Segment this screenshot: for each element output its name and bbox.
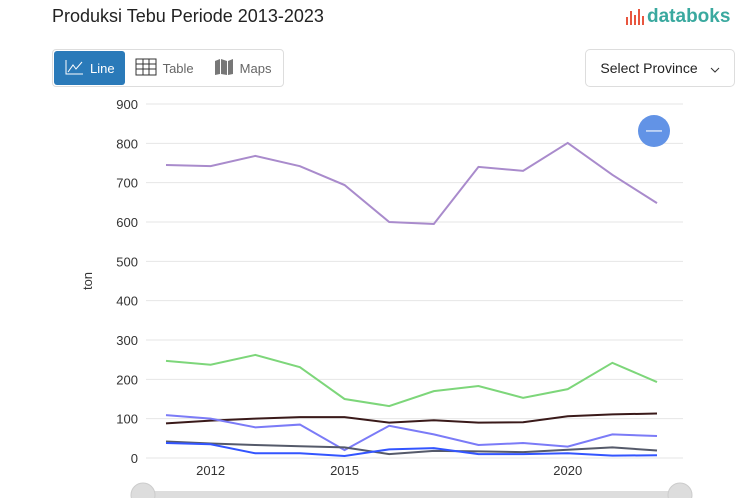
databoks-logo: databoks	[626, 6, 730, 28]
province-select[interactable]: Select Province	[585, 49, 735, 87]
y-tick-label: 900	[116, 97, 138, 112]
x-tick-label: 2015	[330, 463, 359, 478]
line-chart-icon	[64, 58, 84, 79]
series-line-1	[165, 353, 658, 408]
y-tick-label: 100	[116, 412, 138, 427]
chart-title: Produksi Tebu Periode 2013-2023	[52, 6, 324, 26]
reset-zoom-button[interactable]: —	[638, 115, 670, 147]
series-line-3	[165, 414, 658, 452]
y-axis-label: ton	[80, 272, 95, 290]
tab-table-label: Table	[162, 60, 194, 76]
series-line-4	[165, 440, 658, 456]
y-tick-label: 500	[116, 254, 138, 269]
series-line-2	[165, 412, 658, 425]
tab-maps[interactable]: Maps	[204, 51, 282, 85]
logo-text: databoks	[647, 6, 731, 27]
tab-line[interactable]: Line	[54, 51, 125, 85]
y-tick-label: 600	[116, 215, 138, 230]
tab-line-label: Line	[90, 60, 115, 76]
range-scrollbar[interactable]	[130, 482, 693, 498]
minus-icon: —	[646, 122, 662, 139]
y-tick-label: 400	[116, 294, 138, 309]
scrollbar-track[interactable]	[143, 491, 680, 498]
view-tabs: Line Table Maps	[52, 49, 284, 87]
scrollbar-right-handle[interactable]	[667, 482, 693, 498]
x-tick-label: 2012	[196, 463, 225, 478]
scrollbar-left-handle[interactable]	[130, 482, 156, 498]
series-line-5	[165, 442, 658, 458]
x-tick-label: 2020	[553, 463, 582, 478]
tab-table[interactable]: Table	[125, 51, 204, 85]
y-tick-label: 200	[116, 372, 138, 387]
y-tick-label: 700	[116, 176, 138, 191]
table-icon	[135, 58, 157, 79]
province-select-label: Select Province	[600, 60, 698, 76]
line-chart: 0 100 200 300 400 500 600 700 800 900 2012 2015 2020…	[80, 97, 693, 498]
logo-bars-icon	[626, 9, 644, 25]
map-icon	[214, 58, 234, 79]
chevron-down-icon	[710, 60, 720, 76]
y-tick-label: 800	[116, 136, 138, 151]
y-tick-label: 300	[116, 333, 138, 348]
series-line-0	[165, 141, 658, 225]
y-tick-label: 0	[131, 451, 138, 466]
tab-maps-label: Maps	[239, 60, 272, 76]
